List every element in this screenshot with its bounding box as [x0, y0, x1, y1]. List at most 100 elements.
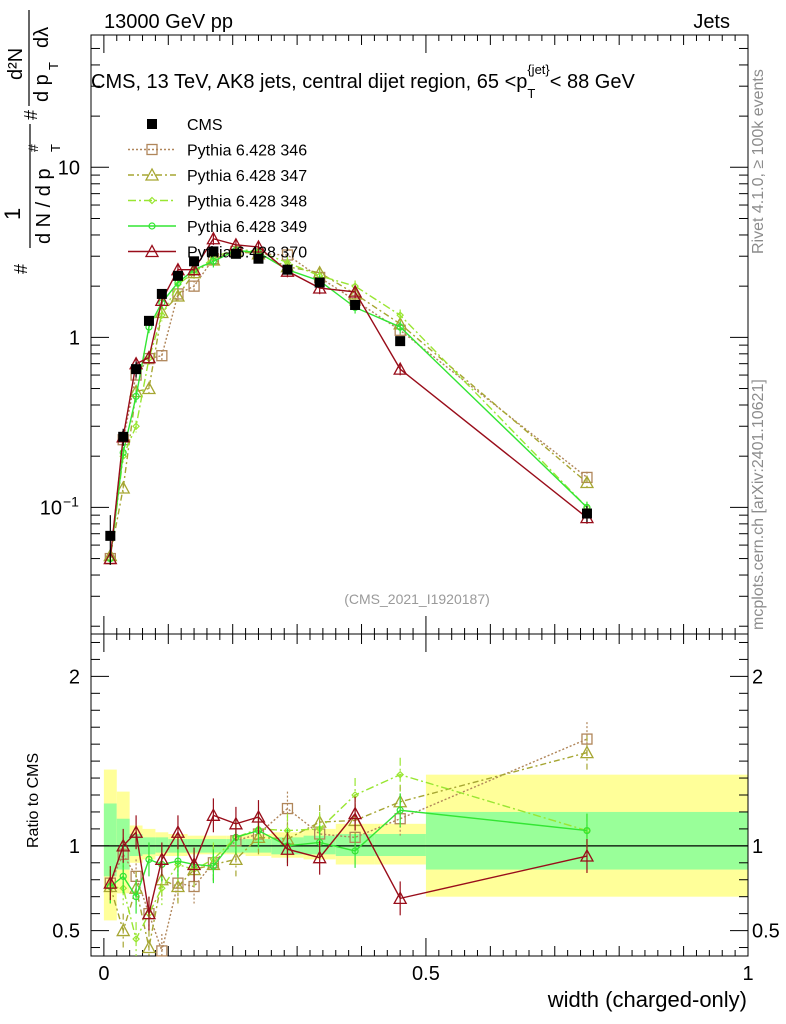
data-point-1	[118, 431, 129, 442]
legend-label-data: CMS	[187, 117, 223, 134]
main-data-points	[105, 246, 592, 565]
y-axis-title-dn: d N / d p	[33, 168, 55, 244]
ratio-point-4-2	[128, 824, 144, 838]
ratio-point-3-7	[209, 862, 217, 870]
main-point-1-12	[347, 286, 363, 300]
y-main-tick-label-0: 10	[40, 497, 62, 519]
ratio-band-stat-0	[103, 803, 117, 877]
main-point-3-7	[209, 257, 217, 265]
data-point-0	[105, 530, 116, 541]
main-point-1-5	[170, 288, 186, 302]
y-axis-title-main: # 1 d N / d p # T # d²N d p T dλ	[0, 10, 63, 274]
main-point-2-2	[132, 422, 140, 431]
ratio-point-4-8	[228, 816, 244, 830]
main-point-2-4	[158, 311, 166, 320]
ratio-point-1-1	[116, 923, 131, 937]
main-point-1-1	[116, 480, 131, 494]
y-axis-title-hash-3: #	[21, 110, 41, 120]
data-point-3	[143, 315, 154, 326]
y-axis-title-ratio: Ratio to CMS	[25, 753, 42, 848]
y-ratio-tick-label-right-1: 1	[752, 836, 763, 858]
y-axis-title-dpt: d p	[31, 74, 53, 102]
main-point-4-7	[206, 231, 221, 245]
legend-entry-3: Pythia 6.428 349	[128, 219, 307, 236]
side-label-mcplots: mcplots.cern.ch [arXiv:2401.10621]	[750, 379, 767, 630]
data-point-13	[395, 336, 406, 347]
legend-marker-2	[148, 196, 156, 205]
legend-entry-1: Pythia 6.428 347	[128, 167, 307, 185]
y-main-tick-label-2: 10	[58, 157, 80, 179]
data-point-12	[350, 299, 361, 310]
side-label-rivet: Rivet 4.1.0, ≥ 100k events	[750, 69, 767, 254]
main-series-line-4	[109, 237, 588, 559]
legend-entry-4: Pythia 6.428 370	[128, 244, 307, 262]
data-point-6	[189, 256, 200, 267]
main-point-4-9	[251, 239, 266, 253]
legend-marker-4	[144, 244, 160, 258]
x-tick-label-1: 0.5	[412, 963, 440, 985]
x-tick-label-0: 0	[98, 963, 109, 985]
main-point-4-12	[347, 284, 363, 298]
ratio-point-2-4	[158, 884, 166, 893]
y-axis-title-d2n: d²N	[5, 48, 27, 80]
data-point-5	[172, 270, 183, 281]
ratio-point-3-12	[351, 847, 359, 855]
reference-label: (CMS_2021_I1920187)	[344, 591, 490, 607]
legend-entry-data: CMS	[147, 117, 223, 134]
ratio-point-4-4	[154, 852, 169, 866]
legend-marker-0	[146, 143, 158, 156]
data-point-10	[282, 264, 293, 275]
y-axis-title-hash-1: #	[11, 264, 31, 274]
ratio-point-1-3	[141, 940, 157, 954]
y-axis-title-one: 1	[0, 208, 25, 220]
data-point-9	[253, 253, 264, 264]
y-ratio-tick-label-left-1: 1	[69, 836, 80, 858]
main-point-4-6	[186, 262, 202, 276]
ratio-point-4-9	[251, 809, 266, 823]
legend-label-2: Pythia 6.428 348	[187, 194, 307, 211]
ratio-band-stat-13	[374, 833, 426, 857]
header-left: 13000 GeV pp	[104, 11, 233, 33]
legend-label-0: Pythia 6.428 346	[187, 143, 307, 160]
ratio-point-4-11	[312, 850, 327, 864]
data-point-11	[314, 277, 325, 288]
ratio-point-0-10	[281, 802, 294, 815]
ratio-point-2-13	[396, 770, 405, 779]
ratio-point-4-10	[280, 841, 295, 855]
x-tick-label-2: 1	[742, 963, 753, 985]
ratio-point-3-14	[583, 826, 591, 835]
y-ratio-tick-label-left-0: 0.5	[52, 921, 80, 943]
ratio-point-4-12	[347, 806, 363, 820]
main-point-4-3	[141, 350, 157, 364]
ratio-point-3-5	[174, 857, 182, 865]
legend-label-3: Pythia 6.428 349	[187, 219, 307, 236]
y-axis-title-t: T	[48, 144, 63, 152]
main-point-2-13	[396, 311, 405, 320]
ratio-series-line-2	[110, 773, 588, 942]
legend-entry-0: Pythia 6.428 346	[128, 143, 307, 160]
ratio-point-4-13	[393, 891, 408, 905]
chart-title: CMS, 13 TeV, AK8 jets, central dijet reg…	[91, 62, 635, 101]
ratio-point-3-3	[145, 855, 153, 864]
ratio-point-1-5	[170, 879, 186, 893]
y-ratio-tick-label-left-2: 2	[69, 666, 80, 688]
y-axis-title-t-2: T	[46, 62, 61, 70]
main-series-1	[103, 244, 595, 562]
ratio-point-4-7	[206, 807, 221, 821]
main-point-4-4	[154, 293, 169, 307]
ratio-point-3-2	[132, 893, 140, 901]
ratio-point-4-14	[579, 848, 595, 862]
ratio-point-4-5	[170, 824, 186, 838]
ratio-point-4-3	[141, 906, 157, 920]
legend-marker-3	[148, 222, 156, 230]
ratio-series-4	[103, 796, 595, 931]
main-point-3-2	[132, 392, 140, 400]
ratio-point-3-1	[119, 872, 127, 880]
ratio-point-1-14	[579, 745, 595, 759]
main-point-4-13	[393, 361, 408, 375]
data-point-7	[208, 246, 219, 257]
legend-marker-data	[147, 119, 157, 129]
y-main-tick-label-1: 1	[69, 327, 80, 349]
main-point-0-4	[156, 350, 168, 362]
